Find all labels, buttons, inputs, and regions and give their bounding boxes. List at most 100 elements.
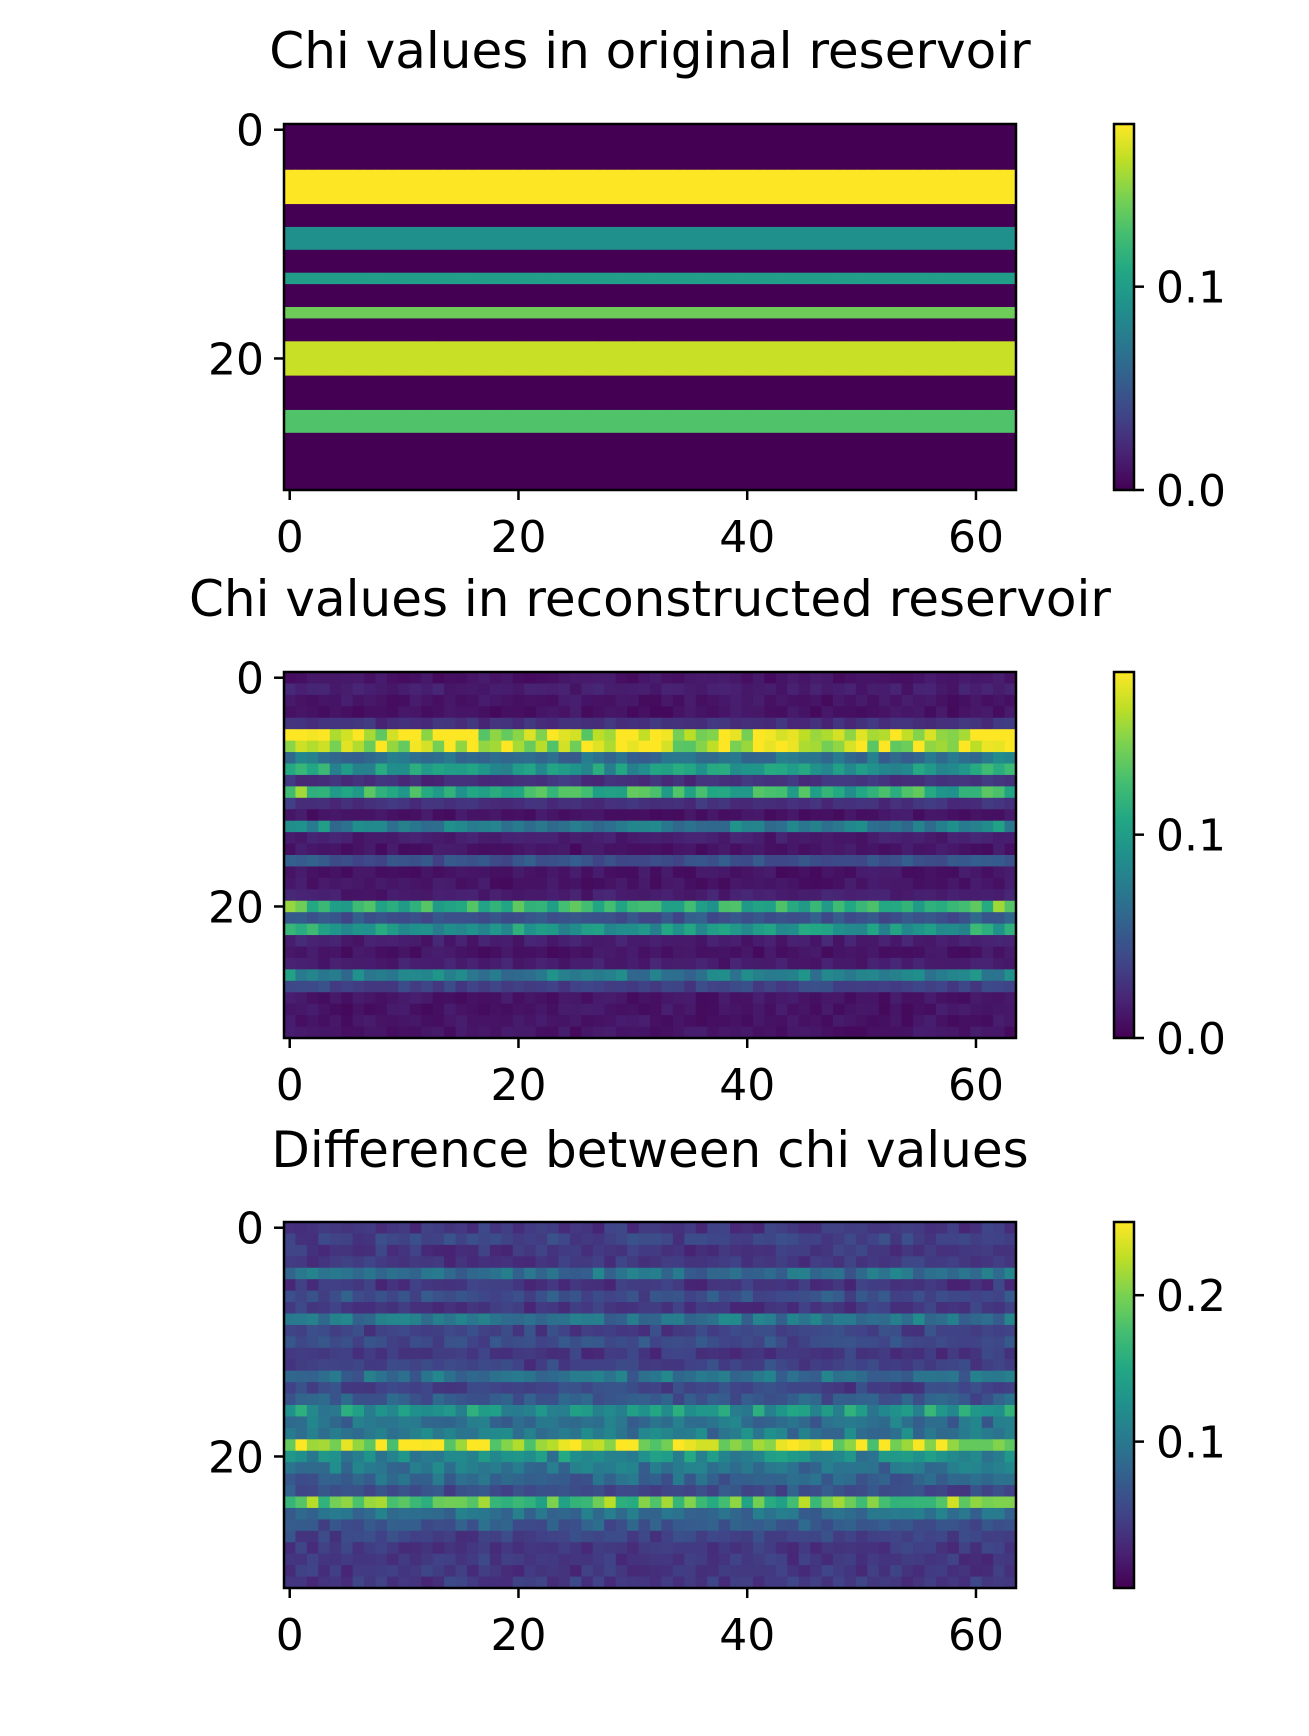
heatmap-cell: [730, 683, 743, 696]
heatmap-cell: [810, 318, 823, 331]
heatmap-cell: [615, 1222, 628, 1235]
heatmap-cell: [718, 1347, 731, 1360]
heatmap-cell: [695, 694, 708, 707]
heatmap-cell: [958, 215, 971, 228]
heatmap-cell: [672, 341, 685, 354]
heatmap-cell: [627, 1222, 640, 1235]
heatmap-cell: [1004, 478, 1017, 491]
heatmap-cell: [489, 1256, 502, 1269]
heatmap-cell: [833, 683, 846, 696]
heatmap-cell: [650, 912, 663, 925]
heatmap-cell: [581, 295, 594, 308]
heatmap-cell: [890, 1003, 903, 1016]
heatmap-cell: [752, 946, 765, 959]
heatmap-cell: [833, 318, 846, 331]
heatmap-cell: [306, 158, 319, 171]
heatmap-cell: [604, 444, 617, 457]
heatmap-cell: [981, 1222, 994, 1235]
heatmap-cell: [512, 1222, 525, 1235]
heatmap-cell: [981, 261, 994, 274]
heatmap-cell: [432, 717, 445, 730]
heatmap-cell: [718, 797, 731, 810]
heatmap-cell: [913, 284, 926, 297]
heatmap-cell: [684, 375, 697, 388]
heatmap-cell: [924, 683, 937, 696]
heatmap-cell: [444, 284, 457, 297]
heatmap-cell: [592, 1233, 605, 1246]
heatmap-cell: [341, 1256, 354, 1269]
heatmap-cell: [409, 1302, 422, 1315]
heatmap-cell: [707, 1336, 720, 1349]
heatmap-cell: [730, 923, 743, 936]
heatmap-cell: [478, 843, 491, 856]
heatmap-cell: [638, 912, 651, 925]
heatmap-cell: [535, 923, 548, 936]
heatmap-cell: [775, 832, 788, 845]
heatmap-cell: [752, 192, 765, 205]
heatmap-cell: [524, 387, 537, 400]
heatmap-cell: [432, 706, 445, 719]
heatmap-cell: [810, 352, 823, 365]
heatmap-cell: [913, 1302, 926, 1315]
heatmap-cell: [489, 877, 502, 890]
heatmap-cell: [638, 683, 651, 696]
heatmap-cell: [650, 969, 663, 982]
heatmap-cell: [329, 672, 342, 685]
heatmap-cell: [798, 1222, 811, 1235]
heatmap-cell: [764, 204, 777, 217]
heatmap-cell: [650, 717, 663, 730]
heatmap-cell: [844, 307, 857, 320]
heatmap-cell: [386, 444, 399, 457]
heatmap-cell: [958, 752, 971, 765]
heatmap-cell: [558, 421, 571, 434]
heatmap-cell: [947, 832, 960, 845]
heatmap-cell: [947, 181, 960, 194]
heatmap-cell: [467, 1256, 480, 1269]
heatmap-cell: [672, 820, 685, 833]
heatmap-cell: [455, 238, 468, 251]
heatmap-cell: [707, 1256, 720, 1269]
heatmap-cell: [993, 1015, 1006, 1028]
heatmap-cell: [947, 261, 960, 274]
heatmap-cell: [935, 706, 948, 719]
heatmap-cell: [547, 432, 560, 445]
heatmap-cell: [421, 295, 434, 308]
heatmap-cell: [890, 694, 903, 707]
heatmap-cell: [924, 226, 937, 239]
heatmap-cell: [695, 683, 708, 696]
heatmap-cell: [478, 946, 491, 959]
heatmap-cell: [604, 341, 617, 354]
heatmap-cell: [844, 341, 857, 354]
heatmap-cell: [752, 752, 765, 765]
heatmap-cell: [741, 387, 754, 400]
heatmap-cell: [993, 1256, 1006, 1269]
heatmap-cell: [592, 797, 605, 810]
heatmap-cell: [707, 455, 720, 468]
heatmap-cell: [924, 774, 937, 787]
heatmap-cell: [855, 1256, 868, 1269]
heatmap-cell: [455, 1244, 468, 1257]
heatmap-cell: [890, 398, 903, 411]
heatmap-cell: [1004, 409, 1017, 422]
heatmap-cell: [810, 797, 823, 810]
heatmap-cell: [524, 1244, 537, 1257]
heatmap-cell: [524, 192, 537, 205]
heatmap-cell: [752, 1015, 765, 1028]
heatmap-cell: [718, 912, 731, 925]
heatmap-cell: [535, 889, 548, 902]
heatmap-cell: [684, 877, 697, 890]
heatmap-cell: [833, 717, 846, 730]
heatmap-cell: [386, 877, 399, 890]
heatmap-cell: [878, 169, 891, 182]
heatmap-cell: [672, 295, 685, 308]
heatmap-cell: [970, 786, 983, 799]
heatmap-cell: [592, 672, 605, 685]
heatmap-cell: [867, 455, 880, 468]
heatmap-cell: [1004, 980, 1017, 993]
heatmap-cell: [752, 238, 765, 251]
heatmap-cell: [798, 467, 811, 480]
heatmap-cell: [615, 797, 628, 810]
heatmap-cell: [615, 694, 628, 707]
heatmap-cell: [489, 1003, 502, 1016]
heatmap-cell: [306, 1222, 319, 1235]
